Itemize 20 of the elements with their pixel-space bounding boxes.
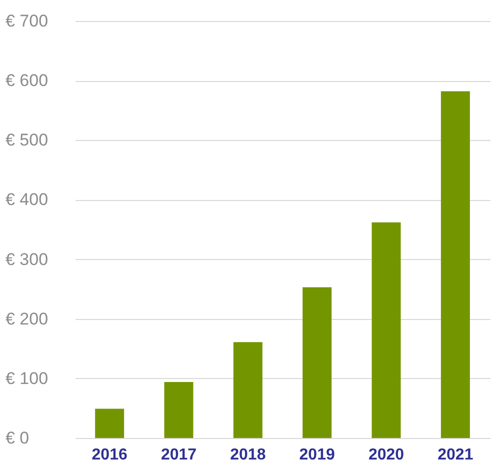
- y-tick-label: € 400: [6, 190, 48, 210]
- x-tick-label: 2016: [92, 446, 128, 464]
- y-tick-label: € 300: [6, 250, 48, 269]
- y-tick-label: € 700: [6, 12, 48, 30]
- y-tick-label: € 0: [6, 428, 30, 448]
- bar: [440, 91, 470, 438]
- bar: [95, 408, 124, 438]
- y-tick-label: € 100: [6, 368, 48, 388]
- y-tick-label: € 200: [6, 309, 48, 328]
- y-tick-label: € 500: [6, 130, 48, 150]
- x-tick-label: 2020: [368, 446, 404, 464]
- x-tick-label: 2019: [299, 446, 335, 464]
- bar: [164, 382, 194, 438]
- x-tick-label: 2021: [438, 446, 474, 464]
- bar: [302, 287, 332, 438]
- bar: [233, 342, 262, 438]
- bar: [372, 222, 401, 438]
- y-tick-label: € 600: [6, 71, 48, 90]
- x-tick-label: 2018: [230, 446, 266, 464]
- x-tick-label: 2017: [160, 446, 197, 464]
